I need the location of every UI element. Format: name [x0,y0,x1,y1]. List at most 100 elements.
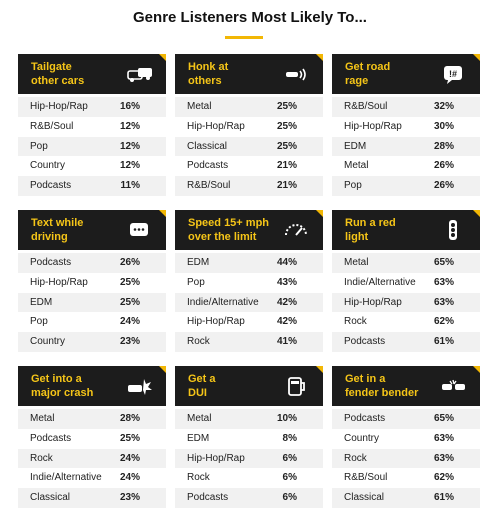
genre: Podcasts [30,432,72,444]
table-row: Hip-Hop/Rap 16% [18,97,166,117]
table-row: R&B/Soul 32% [332,97,480,117]
table-row: Rock 62% [332,312,480,332]
percentage: 6% [282,472,297,484]
percentage: 23% [119,492,140,504]
genre: Podcasts [187,492,229,504]
genre: EDM [187,432,210,444]
percentage: 21% [276,160,297,172]
genre: Rock [30,452,53,464]
genre: Pop [187,276,205,288]
table-row: Rock 6% [175,468,323,488]
genre: EDM [344,140,367,152]
percentage: 24% [119,472,140,484]
panel-title-line: Tailgate [31,61,72,73]
percentage: 63% [433,296,454,308]
corner-accent [473,54,480,61]
percentage: 26% [433,160,454,172]
corner-accent [316,366,323,373]
table-row: R&B/Soul 21% [175,176,323,196]
percentage: 28% [119,413,140,424]
percentage: 12% [119,120,140,132]
corner-accent [316,54,323,61]
genre: Rock [187,336,210,348]
percentage: 25% [119,276,140,288]
table-row: EDM 8% [175,429,323,449]
percentage: 24% [119,316,140,328]
table-row: Podcasts 21% [175,156,323,176]
genre: Rock [344,316,367,328]
percentage: 63% [433,432,454,444]
percentage: 41% [276,336,297,348]
table-row: Metal 28% [18,409,166,429]
genre: Rock [187,472,210,484]
genre: R&B/Soul [344,472,388,484]
svg-text:!#: !# [449,69,457,79]
genre: Podcasts [344,413,386,424]
icon [130,223,148,236]
table-row: Hip-Hop/Rap 63% [332,292,480,313]
percentage: 30% [433,120,454,132]
genre: Indie/Alternative [187,296,259,308]
corner-accent [473,210,480,217]
table-row: Podcasts 26% [18,253,166,273]
genre: Hip-Hop/Rap [187,452,245,464]
percentage: 26% [433,180,454,192]
icon [128,379,152,395]
table-row: Hip-Hop/Rap 25% [18,273,166,293]
percentage: 61% [433,492,454,504]
genre: Hip-Hop/Rap [30,101,88,112]
panel-header: Speed 15+ mph over the limit [175,210,323,250]
genre: Hip-Hop/Rap [344,120,402,132]
panel-header: Text while driving [18,210,166,250]
percentage: 43% [276,276,297,288]
table-row: Indie/Alternative 63% [332,273,480,293]
genre: Classical [344,492,385,504]
genre: Podcasts [344,336,386,348]
table-row: Rock 24% [18,448,166,469]
genre: Pop [344,180,362,192]
panel-title: Tailgate other cars [31,60,84,88]
table-row: Indie/Alternative 42% [175,292,323,313]
percentage: 16% [119,101,140,112]
panel-header: Get road rage !# [332,54,480,94]
table-row: EDM 25% [18,292,166,313]
genre: Metal [187,413,212,424]
genre: Metal [344,160,369,172]
panel-title-line: others [188,75,222,87]
panel-header: Run a red light [332,210,480,250]
corner-accent [316,210,323,217]
percentage: 8% [282,432,297,444]
percentage: 42% [276,296,297,308]
table-row: R&B/Soul 12% [18,117,166,137]
percentage: 25% [119,296,140,308]
title: Genre Listeners Most Likely To... [133,9,367,26]
table-row: Classical 61% [332,488,480,508]
panel-title-line: Speed 15+ mph [188,217,270,229]
percentage: 65% [433,257,454,268]
panel-title: Run a red light [345,216,396,244]
panel-title-line: fender bender [345,387,419,399]
table-row: Podcasts 61% [332,332,480,352]
panel-title-line: Get in a [345,373,386,385]
genre: Country [344,432,380,444]
genre: Podcasts [30,180,72,192]
genre: Podcasts [187,160,229,172]
percentage: 12% [119,140,140,152]
panel-title-line: major crash [31,387,94,399]
panel-title-line: Get into a [31,373,82,385]
genre: Metal [344,257,369,268]
table-row: Metal 26% [332,156,480,176]
percentage: 23% [119,336,140,348]
table-row: Country 12% [18,156,166,176]
genre: Hip-Hop/Rap [187,316,245,328]
genre: Country [30,160,66,172]
percentage: 42% [276,316,297,328]
corner-accent [159,54,166,61]
genre: Indie/Alternative [344,276,416,288]
panel-header: Tailgate other cars [18,54,166,94]
panel-title-line: Honk at [188,61,229,73]
panel-title-line: Get a [188,373,216,385]
percentage: 61% [433,336,454,348]
genre: Rock [344,452,367,464]
